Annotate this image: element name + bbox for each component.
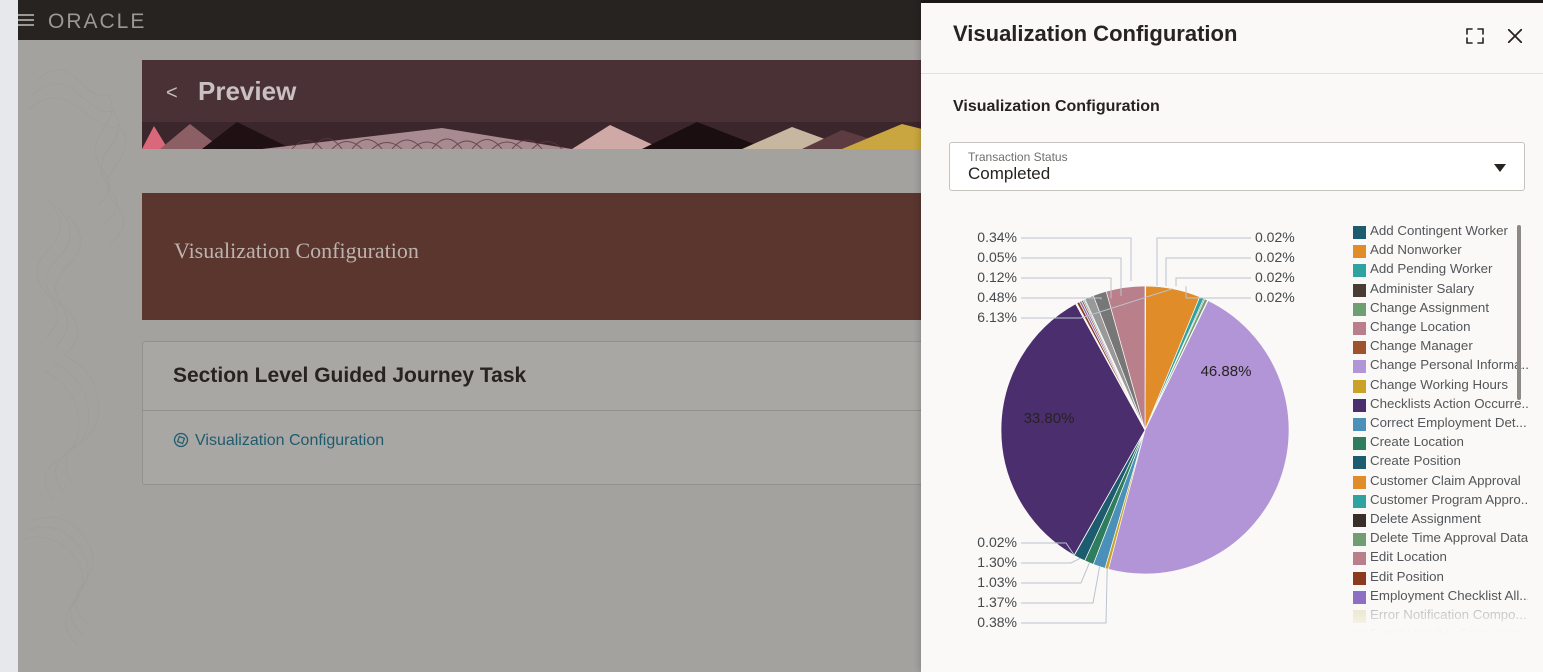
svg-text:0.02%: 0.02%: [1255, 269, 1295, 285]
svg-text:0.12%: 0.12%: [977, 269, 1017, 285]
svg-text:0.05%: 0.05%: [977, 249, 1017, 265]
svg-text:0.48%: 0.48%: [977, 289, 1017, 305]
svg-text:0.38%: 0.38%: [977, 614, 1017, 630]
svg-text:0.02%: 0.02%: [1255, 289, 1295, 305]
svg-text:6.13%: 6.13%: [977, 309, 1017, 325]
svg-text:1.03%: 1.03%: [977, 574, 1017, 590]
svg-text:0.02%: 0.02%: [1255, 229, 1295, 245]
svg-text:33.80%: 33.80%: [1024, 410, 1075, 427]
svg-text:0.02%: 0.02%: [1255, 249, 1295, 265]
svg-text:1.37%: 1.37%: [977, 594, 1017, 610]
svg-text:1.30%: 1.30%: [977, 554, 1017, 570]
svg-text:46.88%: 46.88%: [1201, 363, 1252, 380]
svg-text:0.02%: 0.02%: [977, 534, 1017, 550]
svg-text:0.34%: 0.34%: [977, 229, 1017, 245]
